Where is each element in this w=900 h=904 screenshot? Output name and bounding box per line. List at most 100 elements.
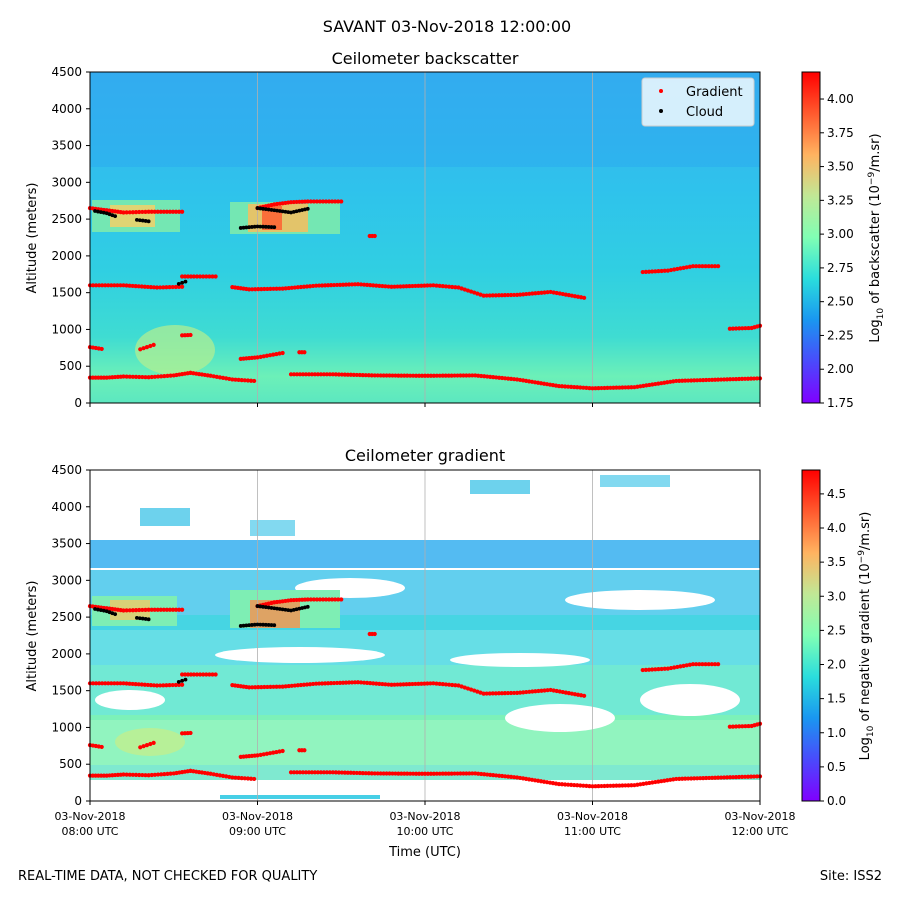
gradient-point xyxy=(396,373,401,378)
gradient-point xyxy=(148,741,153,747)
cloud-point xyxy=(244,623,249,628)
gradient-point xyxy=(334,680,340,686)
gradient-point xyxy=(455,373,460,378)
gradient-point xyxy=(261,752,266,757)
gradient-point xyxy=(127,283,132,288)
gradient-point xyxy=(393,771,398,776)
cloud-point xyxy=(241,623,246,628)
gradient-point xyxy=(662,666,667,671)
gradient-point xyxy=(259,286,264,292)
gradient-point xyxy=(754,774,760,779)
ytick-label: 2500 xyxy=(51,610,82,624)
gradient-point xyxy=(314,681,319,686)
gradient-point xyxy=(402,771,407,776)
gradient-point xyxy=(351,770,356,775)
gradient-point xyxy=(419,771,425,776)
gradient-point xyxy=(320,283,325,288)
gradient-point xyxy=(191,274,196,279)
gradient-point xyxy=(437,681,442,686)
gradient-point xyxy=(745,376,751,381)
gradient-point xyxy=(185,672,191,677)
gradient-point xyxy=(662,268,667,273)
gradient-colorbar xyxy=(801,469,821,802)
gradient-point xyxy=(336,372,341,377)
gradient-point xyxy=(201,672,206,677)
gradient-point xyxy=(130,374,136,379)
gradient-point xyxy=(182,672,188,677)
gradient-point xyxy=(349,282,355,287)
gradient-point xyxy=(614,385,619,390)
gradient-point xyxy=(672,665,677,670)
gradient-point xyxy=(677,776,682,781)
gradient-point xyxy=(354,372,359,378)
gradient-point xyxy=(141,346,146,351)
ytick-label: 0 xyxy=(74,396,82,410)
legend-cloud-label: Cloud xyxy=(686,105,723,120)
gradient-point xyxy=(167,209,173,214)
backscatter-colorbar xyxy=(801,71,821,404)
legend-box xyxy=(641,77,755,127)
gradient-point xyxy=(127,374,132,379)
gradient-point xyxy=(146,607,151,612)
gradient-point xyxy=(703,264,708,269)
gradient-point xyxy=(188,332,193,338)
gradient-point xyxy=(413,283,418,289)
gradient-point xyxy=(392,284,397,289)
gradient-point xyxy=(133,284,138,289)
gradient-point xyxy=(345,770,350,775)
gradient-point xyxy=(252,776,257,782)
gradient-point xyxy=(453,285,458,290)
gradient-point xyxy=(443,682,449,687)
gradient-point xyxy=(539,290,544,295)
gradient-point xyxy=(217,375,223,380)
gradient-point xyxy=(127,608,132,613)
gradient-point xyxy=(398,682,403,687)
gradient-point xyxy=(508,690,514,696)
gradient-point xyxy=(173,682,178,688)
gradient-point xyxy=(121,772,126,777)
gradient-point xyxy=(339,597,344,602)
gradient-point xyxy=(361,680,367,685)
gradient-point xyxy=(458,771,463,776)
cloud-point xyxy=(272,225,277,230)
gradient-point xyxy=(292,285,297,290)
ytick-label: 0 xyxy=(74,794,82,808)
gradient-point xyxy=(152,607,157,612)
gradient-point xyxy=(336,770,341,775)
gradient-point xyxy=(590,784,595,789)
gradient-point xyxy=(151,683,157,688)
gradient-point xyxy=(665,666,670,671)
gradient-point xyxy=(124,210,129,215)
gradient-point xyxy=(481,691,486,696)
legend: Gradient Cloud xyxy=(641,77,755,127)
gradient-patch-upper-2 xyxy=(470,480,530,494)
gradient-point xyxy=(151,740,156,745)
colorbar-tick-label: 1.0 xyxy=(827,726,846,740)
gradient-colorbar-label: Log10 of negative gradient (10−9/m.sr) xyxy=(857,512,876,761)
gradient-point xyxy=(280,286,285,291)
cloud-point xyxy=(305,206,310,211)
gradient-point xyxy=(584,783,589,788)
gradient-point xyxy=(236,775,241,780)
gradient-point xyxy=(300,372,306,377)
gradient-point xyxy=(106,681,111,686)
gradient-point xyxy=(106,283,111,288)
gradient-point xyxy=(167,607,173,612)
gradient-point xyxy=(307,284,313,289)
legend-gradient-label: Gradient xyxy=(686,85,743,100)
gradient-point xyxy=(375,771,380,776)
gradient-point xyxy=(140,209,145,215)
gradient-point xyxy=(164,209,169,214)
gradient-point xyxy=(137,209,142,215)
colorbar-tick-label: 2.5 xyxy=(827,623,846,637)
cloud-point xyxy=(263,622,268,627)
gradient-point xyxy=(672,267,677,272)
gradient-point xyxy=(496,691,501,696)
gradient-point xyxy=(343,282,349,287)
gradient-point xyxy=(340,282,346,287)
gradient-point xyxy=(90,681,96,686)
gradient-point xyxy=(440,373,445,378)
gradient-point xyxy=(230,377,235,382)
gradient-point xyxy=(348,770,353,775)
gradient-point xyxy=(121,283,126,288)
